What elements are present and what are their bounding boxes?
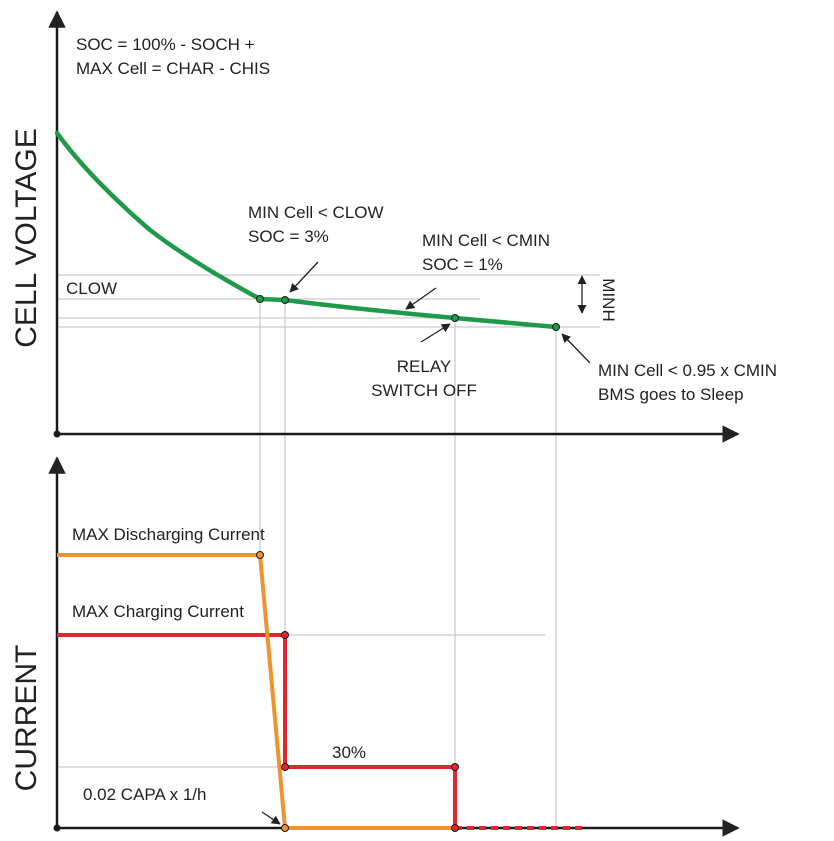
formula-line-1: SOC = 100% - SOCH + — [76, 35, 255, 54]
clow-event-line-1: MIN Cell < CLOW — [248, 203, 384, 222]
cmin-event-line-2: SOC = 1% — [422, 255, 503, 274]
discharge-point-start — [256, 551, 264, 559]
cell-voltage-axis-title: CELL VOLTAGE — [10, 128, 43, 348]
clow-arrow — [289, 261, 319, 293]
cmin-arrow — [405, 287, 437, 310]
lower-axes — [48, 456, 740, 837]
guide-lines — [57, 274, 600, 828]
discharging-current — [57, 553, 455, 830]
charge-point-relay — [451, 763, 459, 771]
relay-event-line-1: RELAY — [397, 357, 452, 376]
sleep-arrow — [561, 333, 591, 364]
max-discharge-label: MAX Discharging Current — [72, 525, 265, 544]
minh-label: MINH — [599, 278, 618, 321]
relay-arrow — [420, 323, 451, 343]
discharging-current-line — [57, 553, 455, 830]
lower-origin-dot — [53, 824, 61, 832]
current-points — [256, 551, 459, 832]
sleep-event-line-1: MIN Cell < 0.95 x CMIN — [598, 361, 777, 380]
percent-label: 30% — [332, 743, 366, 762]
relay-event-line-2: SWITCH OFF — [371, 381, 477, 400]
charge-point-drop — [281, 631, 289, 639]
voltage-point-sleep — [552, 323, 560, 331]
discharge-point-end — [281, 824, 289, 832]
sleep-event-line-2: BMS goes to Sleep — [598, 385, 744, 404]
annotation-arrows — [261, 261, 591, 825]
min-current-label: 0.02 CAPA x 1/h — [83, 785, 206, 804]
formula-line-2: MAX Cell = CHAR - CHIS — [76, 59, 270, 78]
upper-origin-dot — [53, 430, 61, 438]
cmin-event-line-1: MIN Cell < CMIN — [422, 231, 550, 250]
voltage-point-clow-1 — [256, 295, 264, 303]
clow-label: CLOW — [66, 279, 117, 298]
charge-point-30 — [281, 763, 289, 771]
charge-point-end — [451, 824, 459, 832]
voltage-point-clow-2 — [281, 296, 289, 304]
current-axis-title: CURRENT — [10, 645, 43, 792]
min-current-arrow — [261, 811, 281, 825]
max-charge-label: MAX Charging Current — [72, 602, 244, 621]
voltage-point-cmin — [451, 314, 459, 322]
voltage-points — [256, 295, 560, 331]
clow-event-line-2: SOC = 3% — [248, 227, 329, 246]
upper-axes — [48, 10, 740, 443]
